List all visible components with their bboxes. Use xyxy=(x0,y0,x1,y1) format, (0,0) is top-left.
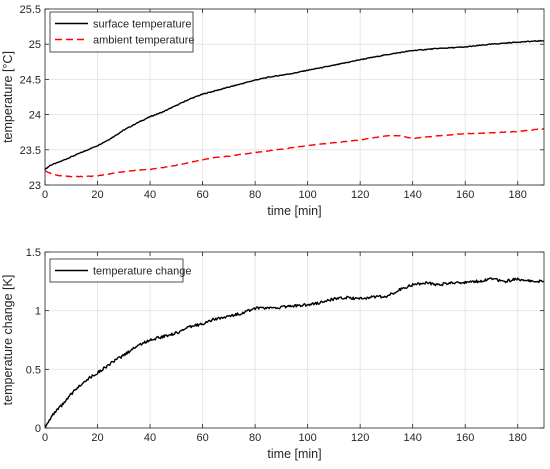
x-tick-label: 0 xyxy=(42,432,48,444)
y-axis-label: temperature [°C] xyxy=(1,51,15,143)
legend-label: surface temperature xyxy=(93,19,191,31)
y-tick-label: 24 xyxy=(29,110,41,122)
x-tick-label: 0 xyxy=(42,189,48,201)
x-tick-label: 40 xyxy=(144,432,156,444)
y-tick-label: 0 xyxy=(35,423,41,435)
x-tick-label: 60 xyxy=(196,189,208,201)
x-tick-label: 80 xyxy=(249,189,261,201)
x-tick-label: 180 xyxy=(509,432,527,444)
y-tick-label: 1.5 xyxy=(26,247,41,259)
axes-box xyxy=(44,251,545,429)
series-line xyxy=(44,39,545,171)
x-axis-label: time [min] xyxy=(267,447,321,461)
x-tick-label: 140 xyxy=(404,432,422,444)
y-tick-label: 25.5 xyxy=(20,4,41,16)
legend: surface temperature ambient temperature xyxy=(49,11,195,53)
legend-label: temperature change xyxy=(93,266,191,278)
legend-label: ambient temperature xyxy=(93,35,195,47)
axes-box xyxy=(44,8,545,186)
x-tick-label: 140 xyxy=(404,189,422,201)
y-tick-label: 1 xyxy=(35,306,41,318)
temperature-change-chart: 0 20 40 60 80 100 120 140 160 180 0 0.5 1 1.5 time [mi… xyxy=(1,247,545,461)
y-tick-label: 0.5 xyxy=(26,364,41,376)
x-tick-label: 160 xyxy=(456,189,474,201)
y-axis-label: temperature change [K] xyxy=(1,275,15,406)
y-tick-label: 23.5 xyxy=(20,145,41,157)
temperature-chart: 0 20 40 60 80 100 120 140 160 180 23 23.5 24 24.5 25 25… xyxy=(1,4,545,218)
x-axis-label: time [min] xyxy=(267,204,321,218)
x-tick-label: 100 xyxy=(298,432,316,444)
legend-box xyxy=(49,11,194,53)
x-tick-label: 20 xyxy=(91,189,103,201)
x-tick-label: 40 xyxy=(144,189,156,201)
y-tick-label: 23 xyxy=(29,180,41,192)
legend-box xyxy=(49,258,184,283)
y-tick-label: 25 xyxy=(29,39,41,51)
series-line xyxy=(44,277,545,429)
x-tick-label: 180 xyxy=(509,189,527,201)
x-tick-label: 20 xyxy=(91,432,103,444)
y-tick-label: 24.5 xyxy=(20,74,41,86)
x-tick-label: 80 xyxy=(249,432,261,444)
x-tick-label: 160 xyxy=(456,432,474,444)
x-tick-label: 120 xyxy=(351,432,369,444)
series-line xyxy=(44,127,545,178)
x-tick-label: 100 xyxy=(298,189,316,201)
legend: temperature change xyxy=(49,258,191,283)
x-tick-label: 60 xyxy=(196,432,208,444)
x-tick-label: 120 xyxy=(351,189,369,201)
